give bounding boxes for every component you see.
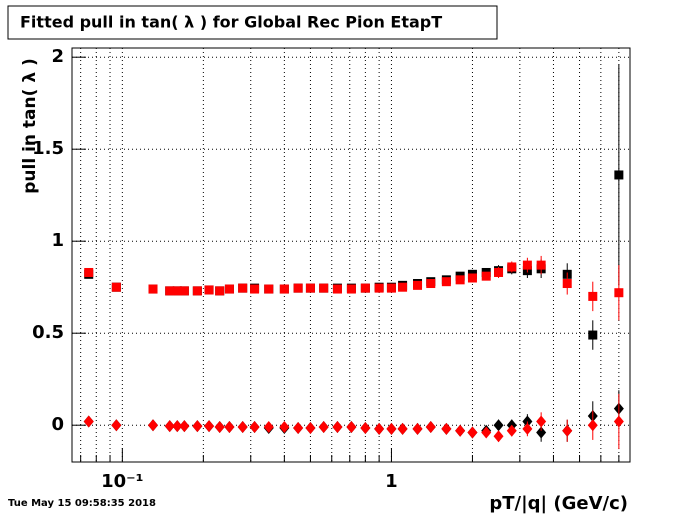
y-tick-label: 0 xyxy=(51,414,64,435)
timestamp: Tue May 15 09:58:35 2018 xyxy=(8,498,156,509)
marker xyxy=(346,284,356,294)
marker xyxy=(467,426,478,439)
marker xyxy=(374,283,384,293)
marker xyxy=(425,421,436,434)
marker xyxy=(455,424,466,437)
marker xyxy=(293,283,303,293)
x-tick-label: 1 xyxy=(385,471,398,492)
y-tick-label: 0.5 xyxy=(32,322,64,343)
marker xyxy=(224,284,234,294)
marker xyxy=(215,286,225,296)
marker xyxy=(412,422,423,435)
marker xyxy=(238,283,248,293)
marker xyxy=(165,286,175,296)
marker xyxy=(506,424,517,437)
marker xyxy=(481,271,491,281)
marker xyxy=(398,282,408,292)
marker xyxy=(332,284,342,294)
marker xyxy=(214,421,225,434)
chart-title: Fitted pull in tan( λ ) for Global Rec P… xyxy=(20,13,442,32)
title-box xyxy=(7,5,498,40)
marker xyxy=(493,430,504,443)
marker xyxy=(237,421,248,434)
marker xyxy=(192,420,203,433)
marker xyxy=(111,419,122,432)
marker xyxy=(263,421,274,434)
marker xyxy=(507,262,517,272)
marker xyxy=(293,421,304,434)
marker xyxy=(386,422,397,435)
marker xyxy=(279,421,290,434)
marker xyxy=(562,279,572,289)
marker xyxy=(494,267,504,277)
marker xyxy=(536,415,547,428)
y-tick-label: 2 xyxy=(51,46,64,67)
marker xyxy=(522,260,532,270)
marker xyxy=(179,286,189,296)
marker xyxy=(386,283,396,293)
marker xyxy=(84,267,94,277)
marker xyxy=(305,421,316,434)
marker xyxy=(164,420,175,433)
marker xyxy=(455,275,465,285)
marker xyxy=(346,421,357,434)
marker xyxy=(179,420,190,433)
marker xyxy=(111,282,121,292)
marker xyxy=(264,284,274,294)
marker xyxy=(613,415,624,428)
marker xyxy=(224,421,235,434)
marker xyxy=(360,421,371,434)
y-tick-label: 1 xyxy=(51,230,64,251)
marker xyxy=(83,415,94,428)
marker xyxy=(397,422,408,435)
marker xyxy=(588,330,598,340)
marker xyxy=(204,420,215,433)
marker xyxy=(172,420,183,433)
marker xyxy=(319,283,329,293)
x-tick-label: 10⁻¹ xyxy=(101,471,143,492)
y-tick-label: 1.5 xyxy=(32,138,64,159)
marker xyxy=(148,419,159,432)
marker xyxy=(250,284,260,294)
marker xyxy=(441,277,451,287)
y-axis-label: pull in tan( λ ) xyxy=(20,58,40,194)
x-axis-label: pT/|q| (GeV/c) xyxy=(489,493,628,514)
marker xyxy=(279,284,289,294)
marker xyxy=(522,422,533,435)
marker xyxy=(192,286,202,296)
marker xyxy=(204,285,214,295)
marker xyxy=(493,419,504,432)
marker xyxy=(426,279,436,289)
marker xyxy=(481,426,492,439)
marker xyxy=(413,280,423,290)
marker xyxy=(148,284,158,294)
marker xyxy=(536,426,547,439)
marker xyxy=(536,260,546,270)
marker xyxy=(587,419,598,432)
marker xyxy=(588,291,598,301)
marker xyxy=(332,421,343,434)
marker xyxy=(562,424,573,437)
marker xyxy=(360,283,370,293)
marker xyxy=(172,286,182,296)
marker xyxy=(249,421,260,434)
marker xyxy=(614,288,624,298)
marker xyxy=(441,422,452,435)
marker xyxy=(305,283,315,293)
marker xyxy=(467,273,477,283)
marker xyxy=(614,170,624,180)
marker xyxy=(318,421,329,434)
plot-frame xyxy=(71,47,631,463)
marker xyxy=(374,422,385,435)
